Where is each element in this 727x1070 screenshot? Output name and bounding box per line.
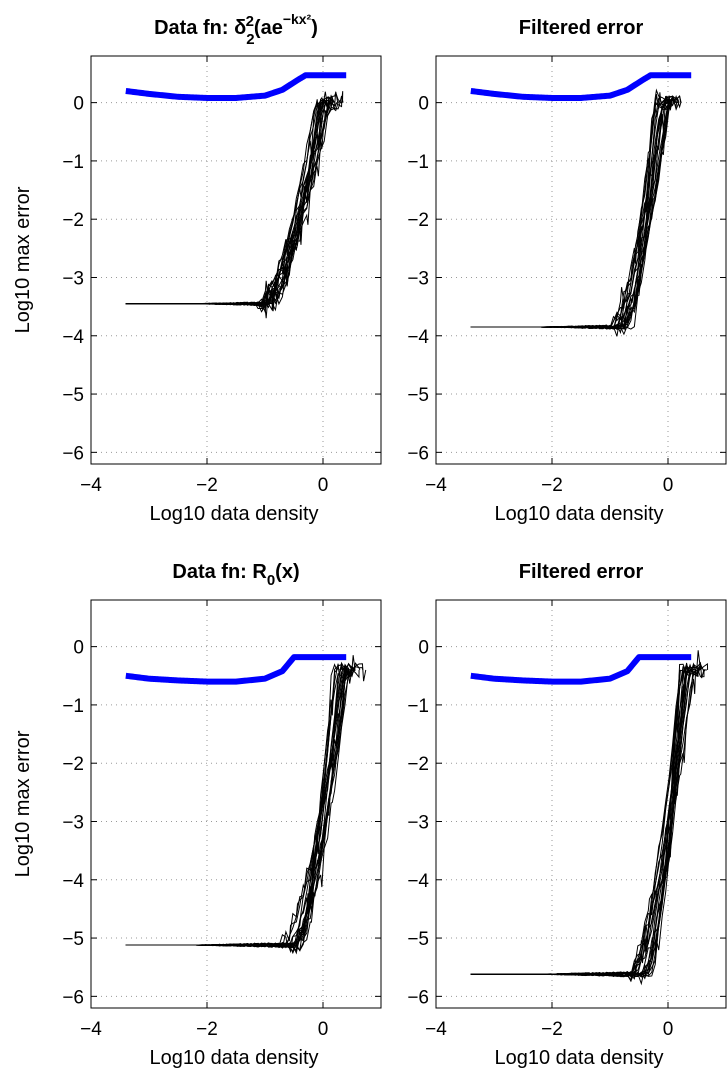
y-tick-label: 0	[73, 94, 84, 115]
trial-curves	[125, 655, 367, 955]
y-tick-label: −6	[62, 443, 84, 464]
trial-line	[125, 666, 361, 949]
y-tick-label: −3	[62, 268, 84, 289]
x-axis-label: Log10 data density	[149, 1047, 318, 1069]
trial-curves	[470, 650, 709, 986]
x-tick-label: 0	[318, 1019, 329, 1040]
x-axis-label: Log10 data density	[494, 503, 663, 525]
chart-panel-2: −4 −2 0 0 −1 −2 −3 −4 −5 −6 Filtered error Log10 da…	[407, 17, 727, 525]
trial-line	[125, 662, 364, 949]
trial-line	[470, 95, 677, 330]
reference-curve	[123, 654, 349, 685]
chart-panel-1: −4 −2 0 0 −1 −2 −3 −4 −5 −6 Data fn: δ22(ae−kx²) Lo…	[12, 11, 382, 525]
trial-line	[470, 665, 702, 978]
y-axis-label: Log10 max error	[12, 186, 34, 333]
y-tick-label: −4	[62, 871, 84, 892]
trial-line	[125, 102, 338, 307]
y-tick-label: −1	[407, 152, 429, 173]
grid	[435, 600, 726, 1008]
x-tick-label: 0	[663, 475, 674, 496]
y-tick-label: −5	[62, 385, 84, 406]
trial-line	[470, 97, 669, 330]
trial-line	[470, 664, 696, 978]
y-tick-label: −5	[407, 385, 429, 406]
trial-line	[470, 669, 686, 977]
trial-line	[125, 102, 328, 313]
grid	[435, 56, 726, 464]
trial-curves	[470, 88, 682, 337]
y-tick-label: 0	[418, 94, 429, 115]
x-tick-label: 0	[663, 1019, 674, 1040]
trial-line	[125, 669, 348, 952]
x-axis-label: Log10 data density	[494, 1047, 663, 1069]
chart-title: Filtered error	[519, 17, 644, 39]
trial-line	[125, 663, 353, 948]
reference-curve	[468, 654, 694, 685]
axes-box	[90, 599, 382, 1009]
grid	[90, 56, 381, 464]
x-tick-label: −4	[80, 475, 102, 496]
chart-title: Filtered error	[519, 561, 644, 583]
axes-box	[90, 55, 382, 465]
trial-line	[125, 98, 322, 312]
y-tick-label: −5	[407, 929, 429, 950]
y-tick-label: −2	[407, 210, 429, 231]
y-tick-label: −3	[407, 268, 429, 289]
chart-title: Data fn: δ22(ae−kx²)	[154, 11, 318, 48]
x-tick-label: 0	[318, 475, 329, 496]
axes-box	[435, 599, 727, 1009]
x-tick-label: −2	[196, 475, 218, 496]
trial-line	[470, 662, 696, 978]
trial-line	[470, 95, 682, 336]
x-tick-label: −2	[541, 1019, 563, 1040]
chart-panel-4: −4 −2 0 0 −1 −2 −3 −4 −5 −6 Filtered error Log10 da…	[407, 561, 727, 1069]
x-tick-label: −4	[80, 1019, 102, 1040]
trial-line	[470, 92, 662, 330]
axes-box	[435, 55, 727, 465]
trial-line	[125, 100, 319, 310]
y-tick-label: −1	[62, 152, 84, 173]
y-tick-label: −4	[407, 871, 429, 892]
trial-line	[125, 669, 350, 948]
y-tick-label: −6	[407, 443, 429, 464]
trial-line	[125, 669, 352, 949]
y-tick-label: −4	[62, 327, 84, 348]
trial-line	[125, 667, 360, 954]
trial-line	[470, 662, 706, 978]
chart-title: Data fn: R0(x)	[172, 561, 299, 589]
reference-curve	[123, 72, 349, 101]
x-axis-label: Log10 data density	[149, 503, 318, 525]
y-tick-label: −2	[407, 754, 429, 775]
y-tick-label: −2	[62, 754, 84, 775]
y-tick-label: −6	[407, 987, 429, 1008]
trial-line	[125, 663, 338, 948]
grid	[90, 600, 381, 1008]
chart-panel-3: −4 −2 0 0 −1 −2 −3 −4 −5 −6 Data fn: R0(x) Log10 da…	[12, 561, 382, 1069]
y-tick-label: −2	[62, 210, 84, 231]
y-tick-label: 0	[418, 638, 429, 659]
y-tick-label: −5	[62, 929, 84, 950]
y-axis-label: Log10 max error	[12, 730, 34, 877]
y-tick-label: −6	[62, 987, 84, 1008]
x-tick-label: −2	[541, 475, 563, 496]
trial-line	[125, 91, 344, 314]
trial-curves	[125, 91, 344, 319]
trial-line	[470, 663, 694, 977]
x-tick-label: −4	[425, 475, 447, 496]
reference-curve	[468, 72, 694, 101]
y-tick-label: −1	[62, 696, 84, 717]
y-tick-label: −3	[62, 812, 84, 833]
trial-line	[470, 96, 669, 330]
y-tick-label: 0	[73, 638, 84, 659]
y-tick-label: −3	[407, 812, 429, 833]
trial-line	[125, 98, 327, 307]
x-tick-label: −4	[425, 1019, 447, 1040]
y-tick-label: −4	[407, 327, 429, 348]
trial-line	[125, 663, 352, 954]
trial-line	[470, 102, 668, 337]
y-tick-label: −1	[407, 696, 429, 717]
trial-line	[470, 669, 697, 983]
x-tick-label: −2	[196, 1019, 218, 1040]
